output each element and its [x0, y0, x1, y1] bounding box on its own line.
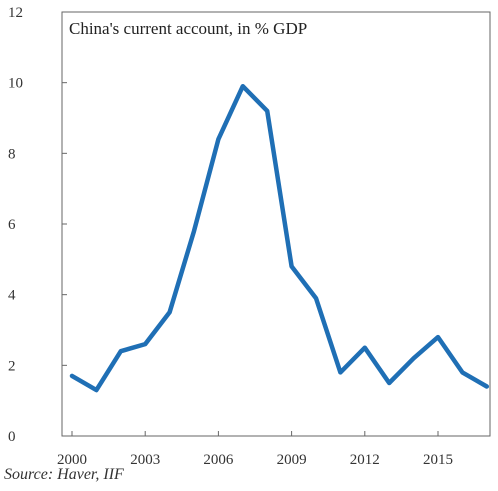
source-note: Source: Haver, IIF: [4, 466, 124, 483]
x-axis-ticks: 2000 2003 2006 2009 2012 2015: [57, 431, 453, 468]
series-layer: [69, 83, 490, 393]
x-tick-label: 2012: [350, 452, 380, 468]
chart-title: China's current account, in % GDP: [69, 19, 307, 38]
x-tick-label: 2000: [57, 452, 87, 468]
y-tick-label: 8: [8, 146, 16, 162]
series-line: [69, 83, 490, 393]
y-tick-label: 10: [8, 76, 23, 92]
y-axis-ticks: 0 2 4 6 8 10 12: [8, 5, 67, 445]
y-tick-label: 0: [8, 429, 16, 445]
plot-border: [61, 11, 491, 437]
x-tick-label: 2003: [130, 452, 160, 468]
x-tick-label: 2009: [277, 452, 307, 468]
y-tick-label: 4: [8, 288, 16, 304]
y-tick-label: 12: [8, 5, 23, 21]
x-tick-label: 2006: [203, 452, 234, 468]
plot-frame: [61, 11, 491, 437]
x-tick-label: 2015: [423, 452, 453, 468]
y-tick-label: 2: [8, 358, 16, 374]
y-tick-label: 6: [8, 217, 16, 233]
